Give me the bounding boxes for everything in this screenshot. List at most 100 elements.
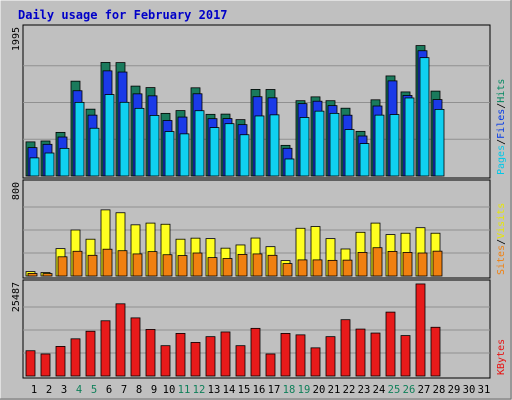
kbytes-kbytes-bar-day-14 [220,331,231,377]
kbytes-kbytes-bar-day-27 [415,283,426,377]
visits-sites-bar-day-23 [357,252,368,277]
hits-pages-bar-day-8 [134,107,145,177]
hits-pages-bar-day-23 [359,143,370,177]
hits-pages-bar-day-3 [59,147,70,177]
x-tick-label-day-21: 21 [328,384,341,396]
hits-pages-bar-day-4 [74,101,85,177]
x-tick-label-day-19: 19 [298,384,311,396]
x-tick-label-day-5: 5 [91,384,97,396]
x-tick-label-day-31: 31 [478,384,491,396]
x-tick-label-day-6: 6 [106,384,112,396]
x-tick-label-day-22: 22 [343,384,356,396]
visits-sites-bar-day-2 [42,273,53,277]
kbytes-kbytes-bar-day-17 [265,353,276,377]
visits-sites-bar-day-7 [117,250,128,277]
visits-legend-part-2: Visits [496,203,507,239]
visits-sites-bar-day-24 [372,247,383,277]
hits-legend-part-2: Files [496,109,507,139]
hits-pages-bar-day-15 [239,134,250,177]
visits-sites-bar-day-12 [192,252,203,277]
kbytes-kbytes-bar-day-16 [250,327,261,377]
kbytes-kbytes-bar-day-25 [385,311,396,377]
visits-series-legend: Sites/Visits [496,203,507,275]
hits-pages-bar-day-20 [314,110,325,177]
hits-pages-bar-day-19 [299,117,310,177]
hits-pages-bar-day-12 [194,110,205,177]
visits-sites-bar-day-10 [162,254,173,277]
x-tick-label-day-30: 30 [463,384,476,396]
chart-title: Daily usage for February 2017 [18,8,228,22]
visits-legend-part-1: / [496,239,507,245]
hits-pages-bar-day-28 [434,108,445,177]
x-tick-label-day-18: 18 [283,384,296,396]
x-tick-label-day-24: 24 [373,384,386,396]
kbytes-kbytes-bar-day-13 [205,336,216,377]
hits-pages-bar-day-21 [329,112,340,177]
visits-sites-bar-day-18 [282,263,293,277]
visits-sites-bar-day-21 [327,259,338,277]
x-tick-label-day-9: 9 [151,384,157,396]
x-tick-label-day-10: 10 [163,384,176,396]
visits-sites-bar-day-19 [297,259,308,277]
visits-sites-bar-day-20 [312,259,323,277]
kbytes-kbytes-bar-day-20 [310,347,321,377]
kbytes-kbytes-bar-day-6 [100,320,111,377]
kbytes-kbytes-bar-day-21 [325,336,336,377]
kbytes-kbytes-bar-day-8 [130,317,141,377]
visits-sites-bar-day-16 [252,253,263,277]
x-tick-label-day-17: 17 [268,384,281,396]
hits-legend-part-1: / [496,139,507,145]
hits-pages-bar-day-10 [164,131,175,177]
x-tick-label-day-29: 29 [448,384,461,396]
hits-pages-bar-day-1 [29,157,40,177]
x-tick-label-day-8: 8 [136,384,142,396]
hits-legend-part-3: / [496,103,507,109]
x-tick-label-day-20: 20 [313,384,326,396]
visits-legend-part-0: Sites [496,245,507,275]
hits-pages-bar-day-11 [179,133,190,177]
hits-pages-bar-day-7 [119,101,130,177]
visits-sites-bar-day-6 [102,248,113,277]
x-tick-label-day-11: 11 [178,384,191,396]
x-tick-label-day-23: 23 [358,384,371,396]
kbytes-kbytes-bar-day-18 [280,333,291,377]
hits-legend-part-0: Pages [496,145,507,175]
hits-y-max-label: 1995 [11,27,22,51]
kbytes-panel: 25487 KBytes [11,279,507,379]
kbytes-kbytes-bar-day-22 [340,319,351,377]
hits-pages-bar-day-26 [404,97,415,177]
kbytes-kbytes-bar-day-10 [160,345,171,377]
visits-sites-bar-day-25 [387,250,398,277]
hits-pages-bar-day-13 [209,127,220,177]
hits-pages-bar-day-9 [149,115,160,177]
hits-pages-bar-day-24 [374,114,385,177]
kbytes-kbytes-bar-day-24 [370,332,381,377]
kbytes-kbytes-bar-day-3 [55,346,66,377]
x-tick-label-day-26: 26 [403,384,416,396]
hits-pages-bar-day-2 [44,152,55,177]
kbytes-y-max-label: 25487 [11,282,22,312]
kbytes-kbytes-bar-day-15 [235,345,246,377]
kbytes-kbytes-bar-day-28 [430,326,441,377]
x-tick-label-day-1: 1 [31,384,37,396]
visits-sites-bar-day-17 [267,254,278,277]
hits-legend-part-4: Hits [496,79,507,103]
x-tick-label-day-12: 12 [193,384,206,396]
x-tick-label-day-25: 25 [388,384,401,396]
visits-sites-bar-day-3 [57,256,68,277]
visits-sites-bar-day-11 [177,255,188,277]
kbytes-kbytes-bar-day-19 [295,334,306,377]
visits-sites-bar-day-27 [417,252,428,277]
visits-y-max-label: 800 [11,182,22,200]
kbytes-kbytes-bar-day-2 [40,353,51,377]
visits-sites-bar-day-26 [402,252,413,277]
x-tick-label-day-28: 28 [433,384,446,396]
visits-sites-bar-day-15 [237,253,248,277]
kbytes-kbytes-bar-day-23 [355,328,366,377]
x-tick-label-day-16: 16 [253,384,266,396]
x-tick-label-day-13: 13 [208,384,221,396]
hits-pages-bar-day-17 [269,114,280,177]
hits-pages-bar-day-22 [344,129,355,177]
